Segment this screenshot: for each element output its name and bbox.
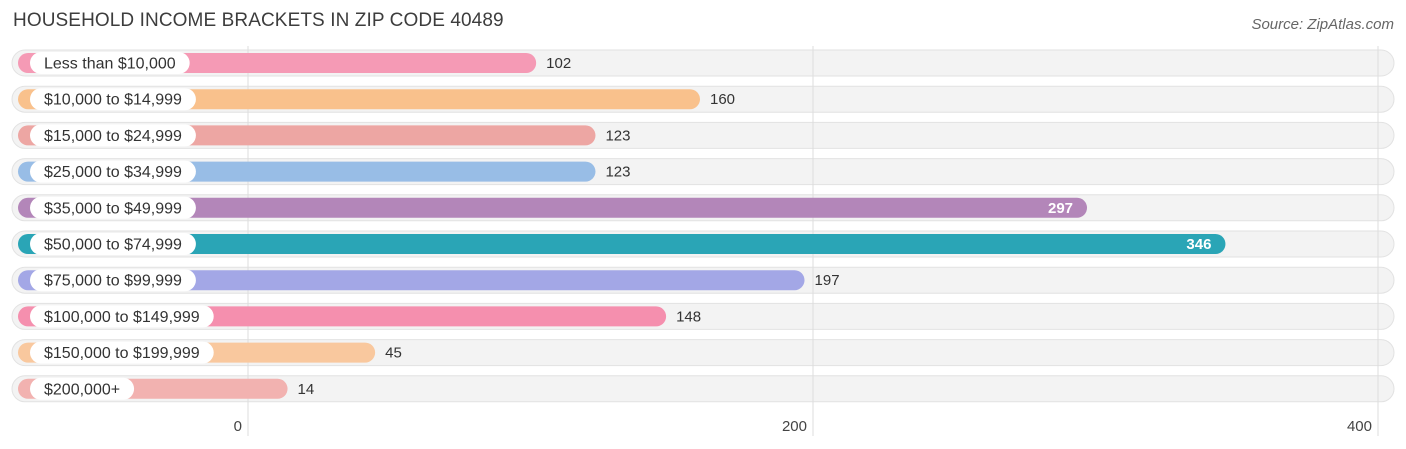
value-label: 297 (1048, 200, 1073, 217)
category-label-pill (30, 52, 190, 74)
value-label: 197 (815, 272, 840, 289)
value-label: 123 (605, 127, 630, 144)
bar-track (11, 375, 1395, 403)
chart-title: HOUSEHOLD INCOME BRACKETS IN ZIP CODE 40… (13, 10, 504, 31)
category-label-pill (30, 160, 196, 183)
x-tick-label: 400 (1347, 418, 1372, 435)
value-label: 14 (298, 381, 315, 398)
category-label-pill (30, 233, 196, 255)
value-label: 45 (385, 345, 402, 362)
x-tick-label: 0 (234, 418, 242, 435)
category-label-pill (30, 341, 214, 364)
category-label: $150,000 to $199,999 (44, 345, 200, 362)
value-label: 160 (710, 91, 735, 108)
category-label: $50,000 to $74,999 (44, 237, 182, 254)
category-label-pill (30, 305, 214, 328)
bar (18, 234, 1226, 254)
category-label: Less than $10,000 (44, 56, 176, 73)
x-tick-label: 200 (782, 418, 807, 435)
category-label: $15,000 to $24,999 (44, 128, 182, 145)
source-credit: Source: ZipAtlas.com (1251, 16, 1394, 33)
category-label-pill (30, 88, 196, 111)
bar (18, 197, 1088, 218)
category-label: $100,000 to $149,999 (44, 309, 200, 326)
bar (18, 270, 805, 291)
category-label: $10,000 to $14,999 (44, 92, 182, 109)
value-label: 123 (605, 164, 630, 181)
value-label: 148 (676, 308, 701, 325)
category-label-pill (30, 124, 196, 147)
category-label: $25,000 to $34,999 (44, 164, 182, 181)
category-label: $35,000 to $49,999 (44, 200, 182, 217)
category-label-pill (30, 377, 135, 400)
value-label: 102 (546, 55, 571, 72)
value-label: 346 (1186, 236, 1211, 253)
category-label-pill (30, 269, 196, 292)
category-label: $75,000 to $99,999 (44, 273, 182, 290)
category-label-pill (30, 196, 196, 219)
category-label: $200,000+ (44, 381, 120, 398)
